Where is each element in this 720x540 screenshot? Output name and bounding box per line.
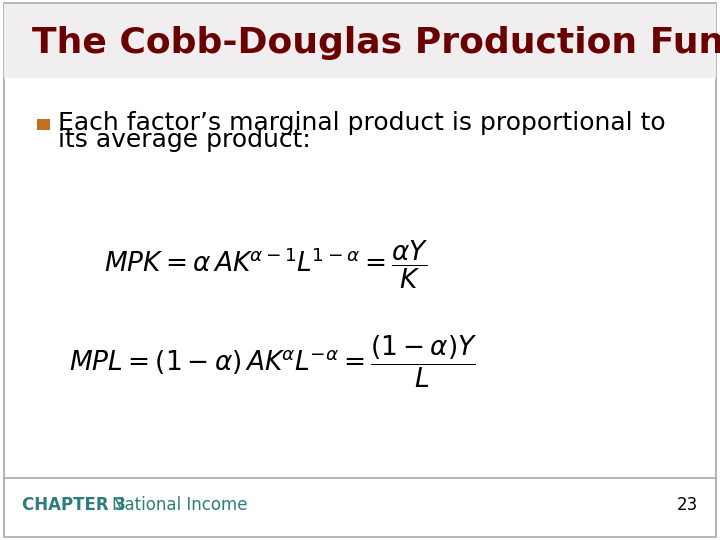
- Text: $\mathit{MPK} = \alpha\, \mathbf{\mathit{A}}\mathbf{\mathit{K}}^{\alpha-1}\mathb: $\mathit{MPK} = \alpha\, \mathbf{\mathit…: [104, 239, 429, 291]
- Text: its average product:: its average product:: [58, 129, 310, 152]
- Text: CHAPTER 3: CHAPTER 3: [22, 496, 125, 514]
- Text: The Cobb-Douglas Production Function: The Cobb-Douglas Production Function: [32, 26, 720, 59]
- Text: $\mathit{MPL} = (1-\alpha)\, \mathbf{\mathit{A}}\mathbf{\mathit{K}}^{\alpha}\mat: $\mathit{MPL} = (1-\alpha)\, \mathbf{\ma…: [69, 334, 478, 390]
- Text: 23: 23: [677, 496, 698, 514]
- Text: National Income: National Income: [112, 496, 247, 514]
- Text: Each factor’s marginal product is proportional to: Each factor’s marginal product is propor…: [58, 111, 665, 135]
